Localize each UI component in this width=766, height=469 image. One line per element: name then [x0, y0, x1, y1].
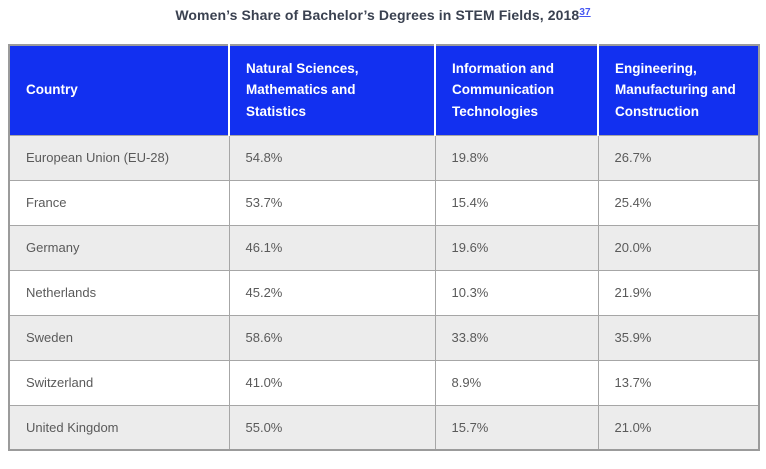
column-header-engineering: Engineering, Manufacturing and Construct… — [598, 45, 759, 135]
table-row: Netherlands 45.2% 10.3% 21.9% — [8, 269, 760, 316]
country-cell: Switzerland — [8, 359, 230, 406]
value-cell: 35.9% — [597, 314, 760, 361]
stem-degrees-table: Country Natural Sciences, Mathematics an… — [8, 44, 760, 451]
value-cell: 21.9% — [597, 269, 760, 316]
value-cell: 15.4% — [434, 179, 599, 226]
value-cell: 15.7% — [434, 404, 599, 451]
value-cell: 55.0% — [228, 404, 436, 451]
table-row: European Union (EU-28) 54.8% 19.8% 26.7% — [8, 134, 760, 181]
country-cell: Germany — [8, 224, 230, 271]
value-cell: 46.1% — [228, 224, 436, 271]
country-cell: France — [8, 179, 230, 226]
table-row: United Kingdom 55.0% 15.7% 21.0% — [8, 404, 760, 451]
value-cell: 41.0% — [228, 359, 436, 406]
value-cell: 26.7% — [597, 134, 760, 181]
value-cell: 10.3% — [434, 269, 599, 316]
column-header-ict: Information and Communication Technologi… — [435, 45, 599, 135]
table-row: France 53.7% 15.4% 25.4% — [8, 179, 760, 226]
table-row: Sweden 58.6% 33.8% 35.9% — [8, 314, 760, 361]
country-cell: Sweden — [8, 314, 230, 361]
value-cell: 53.7% — [228, 179, 436, 226]
header-row: Country Natural Sciences, Mathematics an… — [9, 45, 759, 135]
value-cell: 21.0% — [597, 404, 760, 451]
footnote-link[interactable]: 37 — [579, 7, 591, 18]
value-cell: 19.6% — [434, 224, 599, 271]
value-cell: 20.0% — [597, 224, 760, 271]
page-title: Women’s Share of Bachelor’s Degrees in S… — [0, 7, 766, 23]
country-cell: Netherlands — [8, 269, 230, 316]
value-cell: 45.2% — [228, 269, 436, 316]
column-header-country: Country — [9, 45, 230, 135]
table-row: Switzerland 41.0% 8.9% 13.7% — [8, 359, 760, 406]
column-header-natural-sciences: Natural Sciences, Mathematics and Statis… — [229, 45, 436, 135]
country-cell: European Union (EU-28) — [8, 134, 230, 181]
value-cell: 13.7% — [597, 359, 760, 406]
page-title-text: Women’s Share of Bachelor’s Degrees in S… — [175, 7, 580, 23]
value-cell: 33.8% — [434, 314, 599, 361]
value-cell: 8.9% — [434, 359, 599, 406]
value-cell: 25.4% — [597, 179, 760, 226]
table-row: Germany 46.1% 19.6% 20.0% — [8, 224, 760, 271]
value-cell: 19.8% — [434, 134, 599, 181]
value-cell: 58.6% — [228, 314, 436, 361]
country-cell: United Kingdom — [8, 404, 230, 451]
value-cell: 54.8% — [228, 134, 436, 181]
